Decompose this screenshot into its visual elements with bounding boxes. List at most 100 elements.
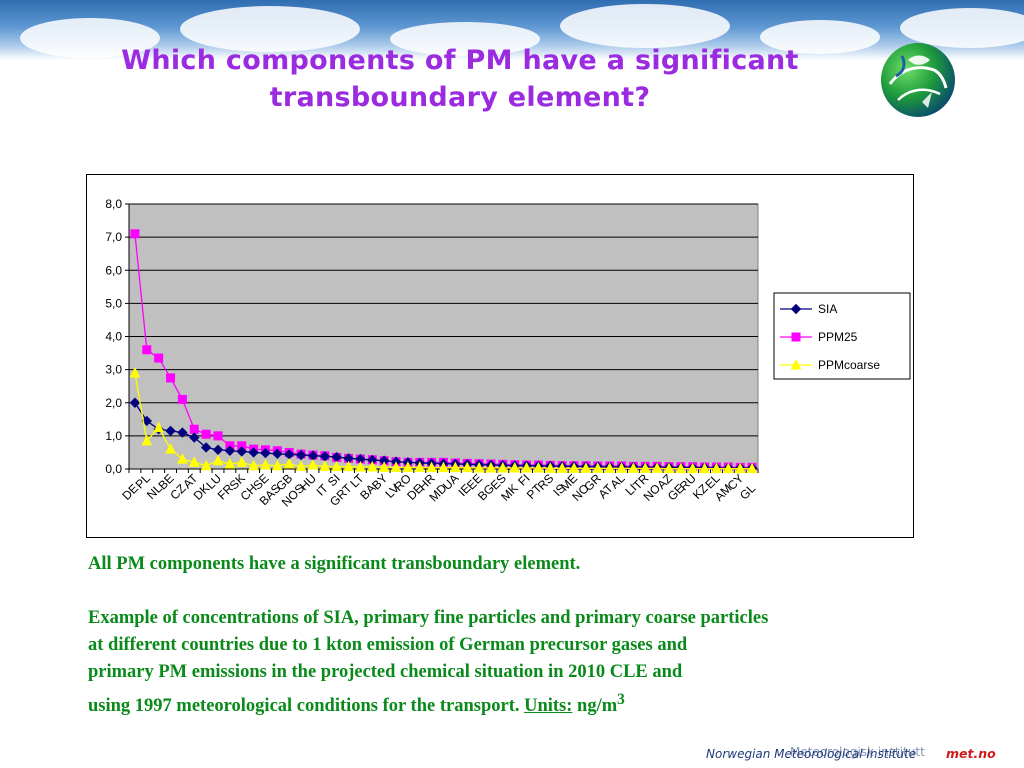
data-point-sia — [248, 447, 259, 458]
data-point-ppmcoarse — [509, 461, 521, 473]
y-tick-label: 3,0 — [105, 363, 122, 377]
y-tick-label: 5,0 — [105, 296, 122, 310]
paragraph-detail-line-2: at different countries due to 1 kton emi… — [88, 635, 688, 655]
data-point-ppmcoarse — [224, 457, 236, 469]
data-point-ppmcoarse — [165, 443, 176, 454]
data-point-ppmcoarse — [450, 461, 461, 473]
data-point-sia — [295, 449, 307, 461]
globe-logo-icon — [881, 43, 955, 117]
data-point-ppmcoarse — [283, 457, 295, 469]
data-point-ppm25 — [213, 431, 223, 441]
legend-marker-ppmcoarse — [790, 358, 802, 370]
data-point-ppmcoarse — [153, 421, 164, 433]
data-point-sia — [141, 415, 153, 427]
data-point-ppmcoarse — [485, 461, 497, 473]
cloud-decoration — [760, 20, 880, 54]
data-point-ppmcoarse — [366, 460, 378, 472]
paragraph-detail-line-4: using 1997 meteorological conditions for… — [88, 686, 948, 720]
data-point-ppmcoarse — [711, 462, 722, 474]
cloud-decoration — [560, 4, 730, 48]
cloud-decoration — [180, 6, 360, 52]
data-point-ppmcoarse — [272, 459, 283, 471]
data-point-sia — [212, 444, 224, 455]
data-point-ppmcoarse — [236, 456, 248, 467]
y-tick-label: 0,0 — [105, 462, 122, 476]
data-point-ppm25 — [130, 229, 140, 239]
data-point-ppmcoarse — [556, 462, 568, 473]
slide-body-text: All PM components have a significant tra… — [88, 551, 948, 720]
data-point-sia — [224, 445, 236, 456]
legend-label-ppmcoarse: PPMcoarse — [818, 358, 880, 372]
data-point-sia — [177, 427, 188, 438]
paragraph-detail-line-3: primary PM emissions in the projected ch… — [88, 662, 683, 682]
data-point-ppmcoarse — [390, 461, 402, 472]
legend-label-ppm25: PPM25 — [818, 330, 858, 344]
data-point-ppmcoarse — [307, 458, 319, 470]
data-point-ppmcoarse — [568, 462, 580, 473]
footer-brand: met.no — [946, 746, 996, 761]
units-superscript: 3 — [617, 691, 625, 708]
data-point-ppmcoarse — [604, 462, 615, 473]
paragraph-detail-line-1: Example of concentrations of SIA, primar… — [88, 608, 769, 628]
data-point-ppmcoarse — [188, 456, 200, 467]
data-point-ppmcoarse — [260, 458, 271, 470]
data-point-ppmcoarse — [355, 460, 366, 472]
y-tick-label: 4,0 — [105, 330, 122, 344]
title-line-2: transboundary element? — [269, 82, 651, 113]
data-point-ppmcoarse — [248, 459, 259, 471]
units-value: ng/m — [572, 696, 618, 717]
data-point-ppmcoarse — [177, 452, 188, 464]
data-point-sia — [129, 397, 141, 408]
y-tick-label: 1,0 — [105, 429, 122, 443]
data-point-ppmcoarse — [343, 460, 354, 472]
data-point-ppm25 — [154, 353, 164, 363]
chart-frame: 0,0 1,0 2,0 3,0 4,0 5,0 6,0 7,0 8,0 DE NL CZ DK FR CH B… — [86, 174, 914, 538]
data-point-sia — [260, 447, 271, 459]
data-point-ppmcoarse — [378, 461, 390, 472]
paragraph-gap — [88, 578, 948, 605]
legend-marker-ppm25 — [791, 332, 801, 342]
data-point-ppmcoarse — [545, 462, 556, 473]
data-point-ppmcoarse — [580, 462, 592, 473]
data-point-ppmcoarse — [497, 461, 509, 473]
data-point-ppm25 — [142, 345, 152, 355]
cloud-decoration — [20, 18, 160, 58]
data-point-ppm25 — [177, 394, 187, 404]
data-point-sia — [272, 448, 283, 459]
y-tick-label: 2,0 — [105, 396, 122, 410]
data-point-ppmcoarse — [663, 462, 675, 474]
data-point-ppmcoarse — [628, 462, 639, 473]
data-point-ppmcoarse — [746, 462, 758, 474]
detail-line-4-text: using 1997 meteorological conditions for… — [88, 696, 525, 717]
data-point-sia — [165, 425, 176, 437]
data-point-ppmcoarse — [461, 461, 473, 473]
data-point-sia — [200, 442, 212, 453]
data-point-ppmcoarse — [402, 461, 414, 472]
y-tick-label: 6,0 — [105, 263, 122, 277]
data-point-sia — [189, 432, 200, 443]
data-point-ppmcoarse — [616, 462, 627, 473]
legend-marker-sia — [790, 303, 802, 315]
data-point-ppm25 — [201, 429, 211, 439]
units-label: Units: — [524, 696, 573, 717]
data-point-ppmcoarse — [141, 434, 153, 446]
data-point-ppmcoarse — [521, 461, 532, 473]
data-point-ppmcoarse — [295, 460, 307, 471]
data-point-ppmcoarse — [687, 462, 699, 474]
y-tick-label: 8,0 — [105, 197, 122, 211]
footer-overlay-text: Meteorologisk institutt — [790, 745, 925, 759]
data-point-ppmcoarse — [723, 462, 734, 474]
data-point-ppmcoarse — [319, 460, 331, 471]
slide-title: Which components of PM have a significan… — [60, 42, 860, 116]
data-point-ppmcoarse — [200, 459, 212, 471]
line-chart: 0,01,02,03,04,05,06,07,08,0DE NL CZ DK FR CHB… — [105, 197, 911, 510]
footer-institute: Norwegian Meteorological Institute — [706, 747, 917, 761]
data-point-sia — [236, 446, 247, 457]
data-point-ppmcoarse — [414, 461, 426, 472]
data-point-ppmcoarse — [592, 462, 604, 473]
legend-label-sia: SIA — [818, 302, 837, 316]
data-point-ppmcoarse — [212, 454, 224, 466]
data-point-ppm25 — [166, 373, 176, 383]
title-line-1: Which components of PM have a significan… — [121, 45, 799, 76]
data-point-ppmcoarse — [473, 461, 485, 473]
